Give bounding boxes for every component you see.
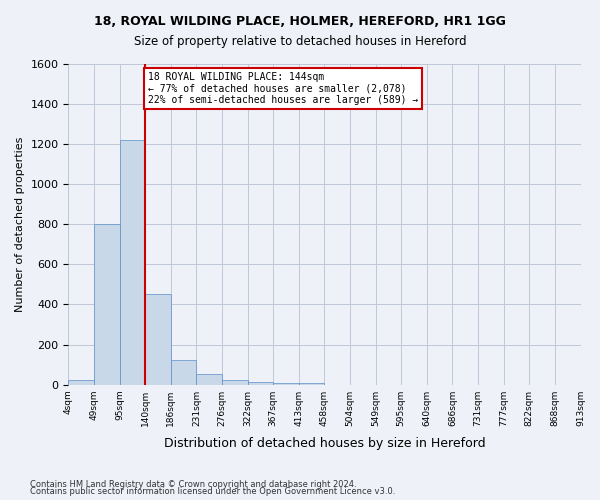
- X-axis label: Distribution of detached houses by size in Hereford: Distribution of detached houses by size …: [164, 437, 485, 450]
- Bar: [273, 382, 299, 384]
- Bar: [119, 140, 145, 384]
- Bar: [68, 380, 94, 384]
- Text: 18, ROYAL WILDING PLACE, HOLMER, HEREFORD, HR1 1GG: 18, ROYAL WILDING PLACE, HOLMER, HEREFOR…: [94, 15, 506, 28]
- Bar: [222, 380, 248, 384]
- Text: Contains HM Land Registry data © Crown copyright and database right 2024.: Contains HM Land Registry data © Crown c…: [30, 480, 356, 489]
- Text: 18 ROYAL WILDING PLACE: 144sqm
← 77% of detached houses are smaller (2,078)
22% : 18 ROYAL WILDING PLACE: 144sqm ← 77% of …: [148, 72, 418, 105]
- Bar: [171, 360, 196, 384]
- Bar: [299, 382, 325, 384]
- Text: Contains public sector information licensed under the Open Government Licence v3: Contains public sector information licen…: [30, 487, 395, 496]
- Y-axis label: Number of detached properties: Number of detached properties: [15, 136, 25, 312]
- Text: Size of property relative to detached houses in Hereford: Size of property relative to detached ho…: [134, 35, 466, 48]
- Bar: [248, 382, 273, 384]
- Bar: [145, 294, 171, 384]
- Bar: [94, 224, 119, 384]
- Bar: [196, 374, 222, 384]
